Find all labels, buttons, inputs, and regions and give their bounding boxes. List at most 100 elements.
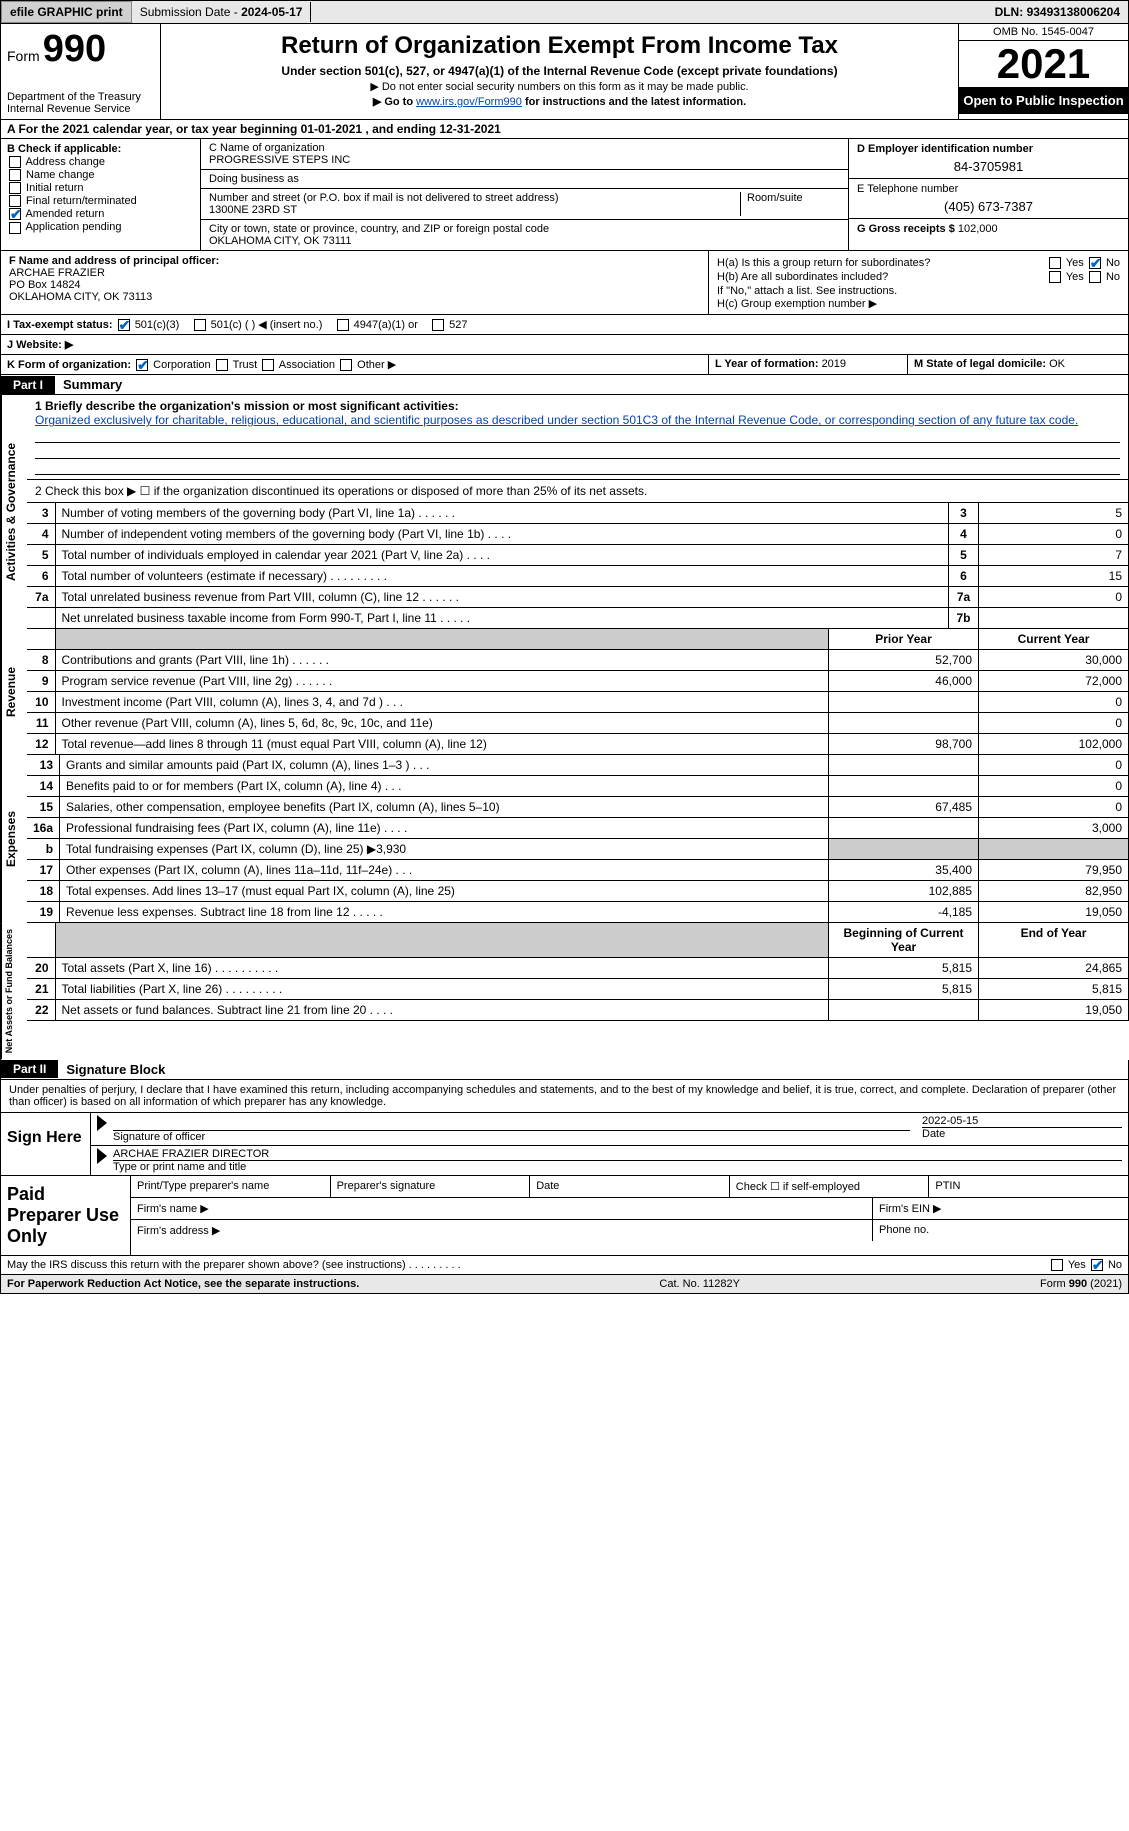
boxB-checkbox[interactable]: [9, 182, 21, 194]
blank-line: [35, 427, 1120, 443]
sig-date: 2022-05-15: [922, 1115, 1122, 1128]
h-a-yes: Yes: [1066, 257, 1084, 269]
city-value: OKLAHOMA CITY, OK 73111: [209, 235, 840, 247]
h-b-no-checkbox[interactable]: [1089, 271, 1101, 283]
4947-checkbox[interactable]: [337, 319, 349, 331]
summary-revenue: Revenue Prior YearCurrent Year8Contribut…: [0, 629, 1129, 755]
ein-value: 84-3705981: [857, 155, 1120, 174]
gross-value: 102,000: [958, 223, 998, 235]
gross-cell: G Gross receipts $ 102,000: [849, 219, 1128, 239]
box-h: H(a) Is this a group return for subordin…: [708, 251, 1128, 314]
l-value: 2019: [822, 358, 846, 370]
box-b-label: B Check if applicable:: [7, 143, 121, 155]
note-ssn: ▶ Do not enter social security numbers o…: [169, 80, 950, 93]
opt-501c: 501(c) ( ) ◀ (insert no.): [211, 319, 323, 331]
expenses-table: 13Grants and similar amounts paid (Part …: [27, 755, 1129, 923]
h-a-no-checkbox[interactable]: [1089, 257, 1101, 269]
table-row: 17Other expenses (Part IX, column (A), l…: [27, 860, 1129, 881]
m-label: M State of legal domicile:: [914, 358, 1049, 370]
section-fh: F Name and address of principal officer:…: [0, 251, 1129, 315]
note2-post: for instructions and the latest informat…: [525, 96, 746, 108]
dln-value: 93493138006204: [1027, 5, 1120, 19]
opt-trust: Trust: [233, 359, 258, 371]
boxB-checkbox[interactable]: [9, 156, 21, 168]
h-b-yes-checkbox[interactable]: [1049, 271, 1061, 283]
tax-status-label: I Tax-exempt status:: [7, 319, 113, 331]
form-subtitle: Under section 501(c), 527, or 4947(a)(1)…: [169, 64, 950, 78]
sig-field[interactable]: [113, 1115, 910, 1131]
boxB-checkbox[interactable]: [9, 169, 21, 181]
discuss-yes-checkbox[interactable]: [1051, 1259, 1063, 1271]
boxB-option: Address change: [7, 156, 194, 168]
corp-checkbox[interactable]: [136, 359, 148, 371]
discuss-no-checkbox[interactable]: [1091, 1259, 1103, 1271]
part2-title: Signature Block: [58, 1060, 173, 1079]
other-checkbox[interactable]: [340, 359, 352, 371]
opt-4947: 4947(a)(1) or: [354, 319, 418, 331]
k-label: K Form of organization:: [7, 359, 131, 371]
form-header: Form 990 Department of the Treasury Inte…: [0, 24, 1129, 120]
boxB-option: Amended return: [7, 208, 194, 220]
527-checkbox[interactable]: [432, 319, 444, 331]
table-row: 10Investment income (Part VIII, column (…: [27, 692, 1129, 713]
prep-header-cell: Preparer's signature: [331, 1176, 531, 1197]
h-a: H(a) Is this a group return for subordin…: [717, 257, 1120, 269]
form-number: 990: [43, 28, 106, 70]
sign-here-block: Sign Here Signature of officer 2022-05-1…: [0, 1113, 1129, 1176]
efile-print-button[interactable]: efile GRAPHIC print: [1, 1, 132, 23]
period-end: 12-31-2021: [439, 122, 500, 136]
blank-line: [35, 459, 1120, 475]
table-row: 6Total number of volunteers (estimate if…: [27, 566, 1129, 587]
sig-of-label: Signature of officer: [113, 1131, 910, 1143]
phone-value: (405) 673-7387: [857, 195, 1120, 214]
ein-cell: D Employer identification number 84-3705…: [849, 139, 1128, 179]
501c3-checkbox[interactable]: [118, 319, 130, 331]
submission-cell: Submission Date - 2024-05-17: [132, 2, 312, 22]
box-c: C Name of organization PROGRESSIVE STEPS…: [201, 139, 848, 250]
prep-row-3: Firm's address ▶ Phone no.: [131, 1220, 1128, 1241]
summary-governance: Activities & Governance 1 Briefly descri…: [0, 395, 1129, 629]
row-j-website: J Website: ▶: [0, 335, 1129, 355]
footer-row: For Paperwork Reduction Act Notice, see …: [0, 1275, 1129, 1294]
officer-label: F Name and address of principal officer:: [9, 255, 219, 267]
boxB-checkbox[interactable]: [9, 208, 21, 220]
prep-header-cell: PTIN: [929, 1176, 1128, 1197]
arrow-icon: [97, 1115, 107, 1131]
form-ref: Form 990 (2021): [1040, 1278, 1122, 1290]
h-a-yes-checkbox[interactable]: [1049, 257, 1061, 269]
summary-expenses: Expenses 13Grants and similar amounts pa…: [0, 755, 1129, 923]
form-word: Form: [7, 48, 40, 64]
paid-preparer-block: Paid Preparer Use Only Print/Type prepar…: [0, 1176, 1129, 1256]
city-cell: City or town, state or province, country…: [201, 220, 848, 250]
form-title: Return of Organization Exempt From Incom…: [169, 32, 950, 60]
sig-name-label: Type or print name and title: [113, 1161, 1122, 1173]
dln-cell: DLN: 93493138006204: [987, 2, 1128, 22]
boxB-option: Initial return: [7, 182, 194, 194]
h-b: H(b) Are all subordinates included? Yes …: [717, 271, 1120, 283]
prep-header-cell: Print/Type preparer's name: [131, 1176, 331, 1197]
assoc-checkbox[interactable]: [262, 359, 274, 371]
boxB-checkbox[interactable]: [9, 222, 21, 234]
h-b-yes: Yes: [1066, 271, 1084, 283]
trust-checkbox[interactable]: [216, 359, 228, 371]
org-name: PROGRESSIVE STEPS INC: [209, 154, 840, 166]
table-row: 4Number of independent voting members of…: [27, 524, 1129, 545]
tax-year: 2021: [959, 41, 1128, 87]
501c-checkbox[interactable]: [194, 319, 206, 331]
phone-label: E Telephone number: [857, 183, 1120, 195]
table-row: 20Total assets (Part X, line 16) . . . .…: [27, 958, 1129, 979]
opt-assoc: Association: [279, 359, 335, 371]
h-b-label: H(b) Are all subordinates included?: [717, 271, 888, 283]
gov-table: 3Number of voting members of the governi…: [27, 503, 1129, 629]
phone-cell: E Telephone number (405) 673-7387: [849, 179, 1128, 219]
table-row: 9Program service revenue (Part VIII, lin…: [27, 671, 1129, 692]
discuss-yes: Yes: [1068, 1259, 1086, 1271]
cat-no: Cat. No. 11282Y: [659, 1278, 740, 1290]
table-row: 15Salaries, other compensation, employee…: [27, 797, 1129, 818]
row-klm: K Form of organization: Corporation Trus…: [0, 355, 1129, 375]
table-row: 7aTotal unrelated business revenue from …: [27, 587, 1129, 608]
omb-number: OMB No. 1545-0047: [959, 24, 1128, 41]
irs-link[interactable]: www.irs.gov/Form990: [416, 96, 522, 108]
sig-name: ARCHAE FRAZIER DIRECTOR: [113, 1148, 1122, 1161]
part1-badge: Part I: [1, 376, 55, 394]
